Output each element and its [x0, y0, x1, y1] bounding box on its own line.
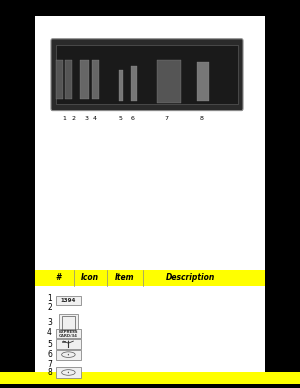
- Text: EXPRESS: EXPRESS: [59, 330, 78, 334]
- Bar: [0, 372, 300, 384]
- Bar: [130, 66, 136, 101]
- Text: 8: 8: [47, 368, 52, 377]
- Text: 2: 2: [47, 303, 52, 312]
- Bar: [118, 70, 123, 101]
- Text: #: #: [56, 273, 61, 282]
- Text: Description: Description: [166, 273, 215, 282]
- FancyBboxPatch shape: [56, 350, 81, 360]
- Text: 3: 3: [47, 318, 52, 327]
- FancyBboxPatch shape: [59, 314, 78, 332]
- Text: 4: 4: [93, 116, 97, 121]
- Text: 5: 5: [118, 116, 122, 121]
- FancyBboxPatch shape: [56, 329, 81, 338]
- Text: 1: 1: [62, 116, 66, 121]
- FancyBboxPatch shape: [51, 39, 243, 111]
- Bar: [158, 60, 182, 103]
- Text: CARD/34: CARD/34: [59, 334, 78, 338]
- FancyBboxPatch shape: [56, 296, 81, 305]
- Bar: [196, 62, 208, 101]
- Circle shape: [68, 372, 69, 373]
- Bar: [92, 60, 99, 99]
- FancyBboxPatch shape: [56, 339, 81, 349]
- Bar: [61, 316, 75, 330]
- Text: Icon: Icon: [81, 273, 99, 282]
- Text: 1: 1: [47, 294, 52, 303]
- Text: 7: 7: [164, 116, 169, 121]
- Text: 3: 3: [85, 116, 89, 121]
- Bar: [62, 341, 65, 342]
- Bar: [80, 60, 88, 99]
- Text: 4: 4: [47, 328, 52, 337]
- Text: 7: 7: [47, 360, 52, 369]
- Text: 6: 6: [47, 350, 52, 359]
- Bar: [56, 60, 63, 99]
- Text: 5: 5: [47, 340, 52, 349]
- Text: 6: 6: [130, 116, 134, 121]
- Bar: [64, 60, 72, 99]
- Text: 8: 8: [200, 116, 203, 121]
- FancyBboxPatch shape: [56, 367, 81, 378]
- Bar: [35, 270, 265, 286]
- Text: 1394: 1394: [61, 298, 76, 303]
- Circle shape: [68, 341, 69, 342]
- Bar: [35, 16, 265, 380]
- Circle shape: [68, 354, 69, 355]
- Text: Item: Item: [115, 273, 134, 282]
- Text: 2: 2: [71, 116, 76, 121]
- FancyBboxPatch shape: [56, 45, 239, 104]
